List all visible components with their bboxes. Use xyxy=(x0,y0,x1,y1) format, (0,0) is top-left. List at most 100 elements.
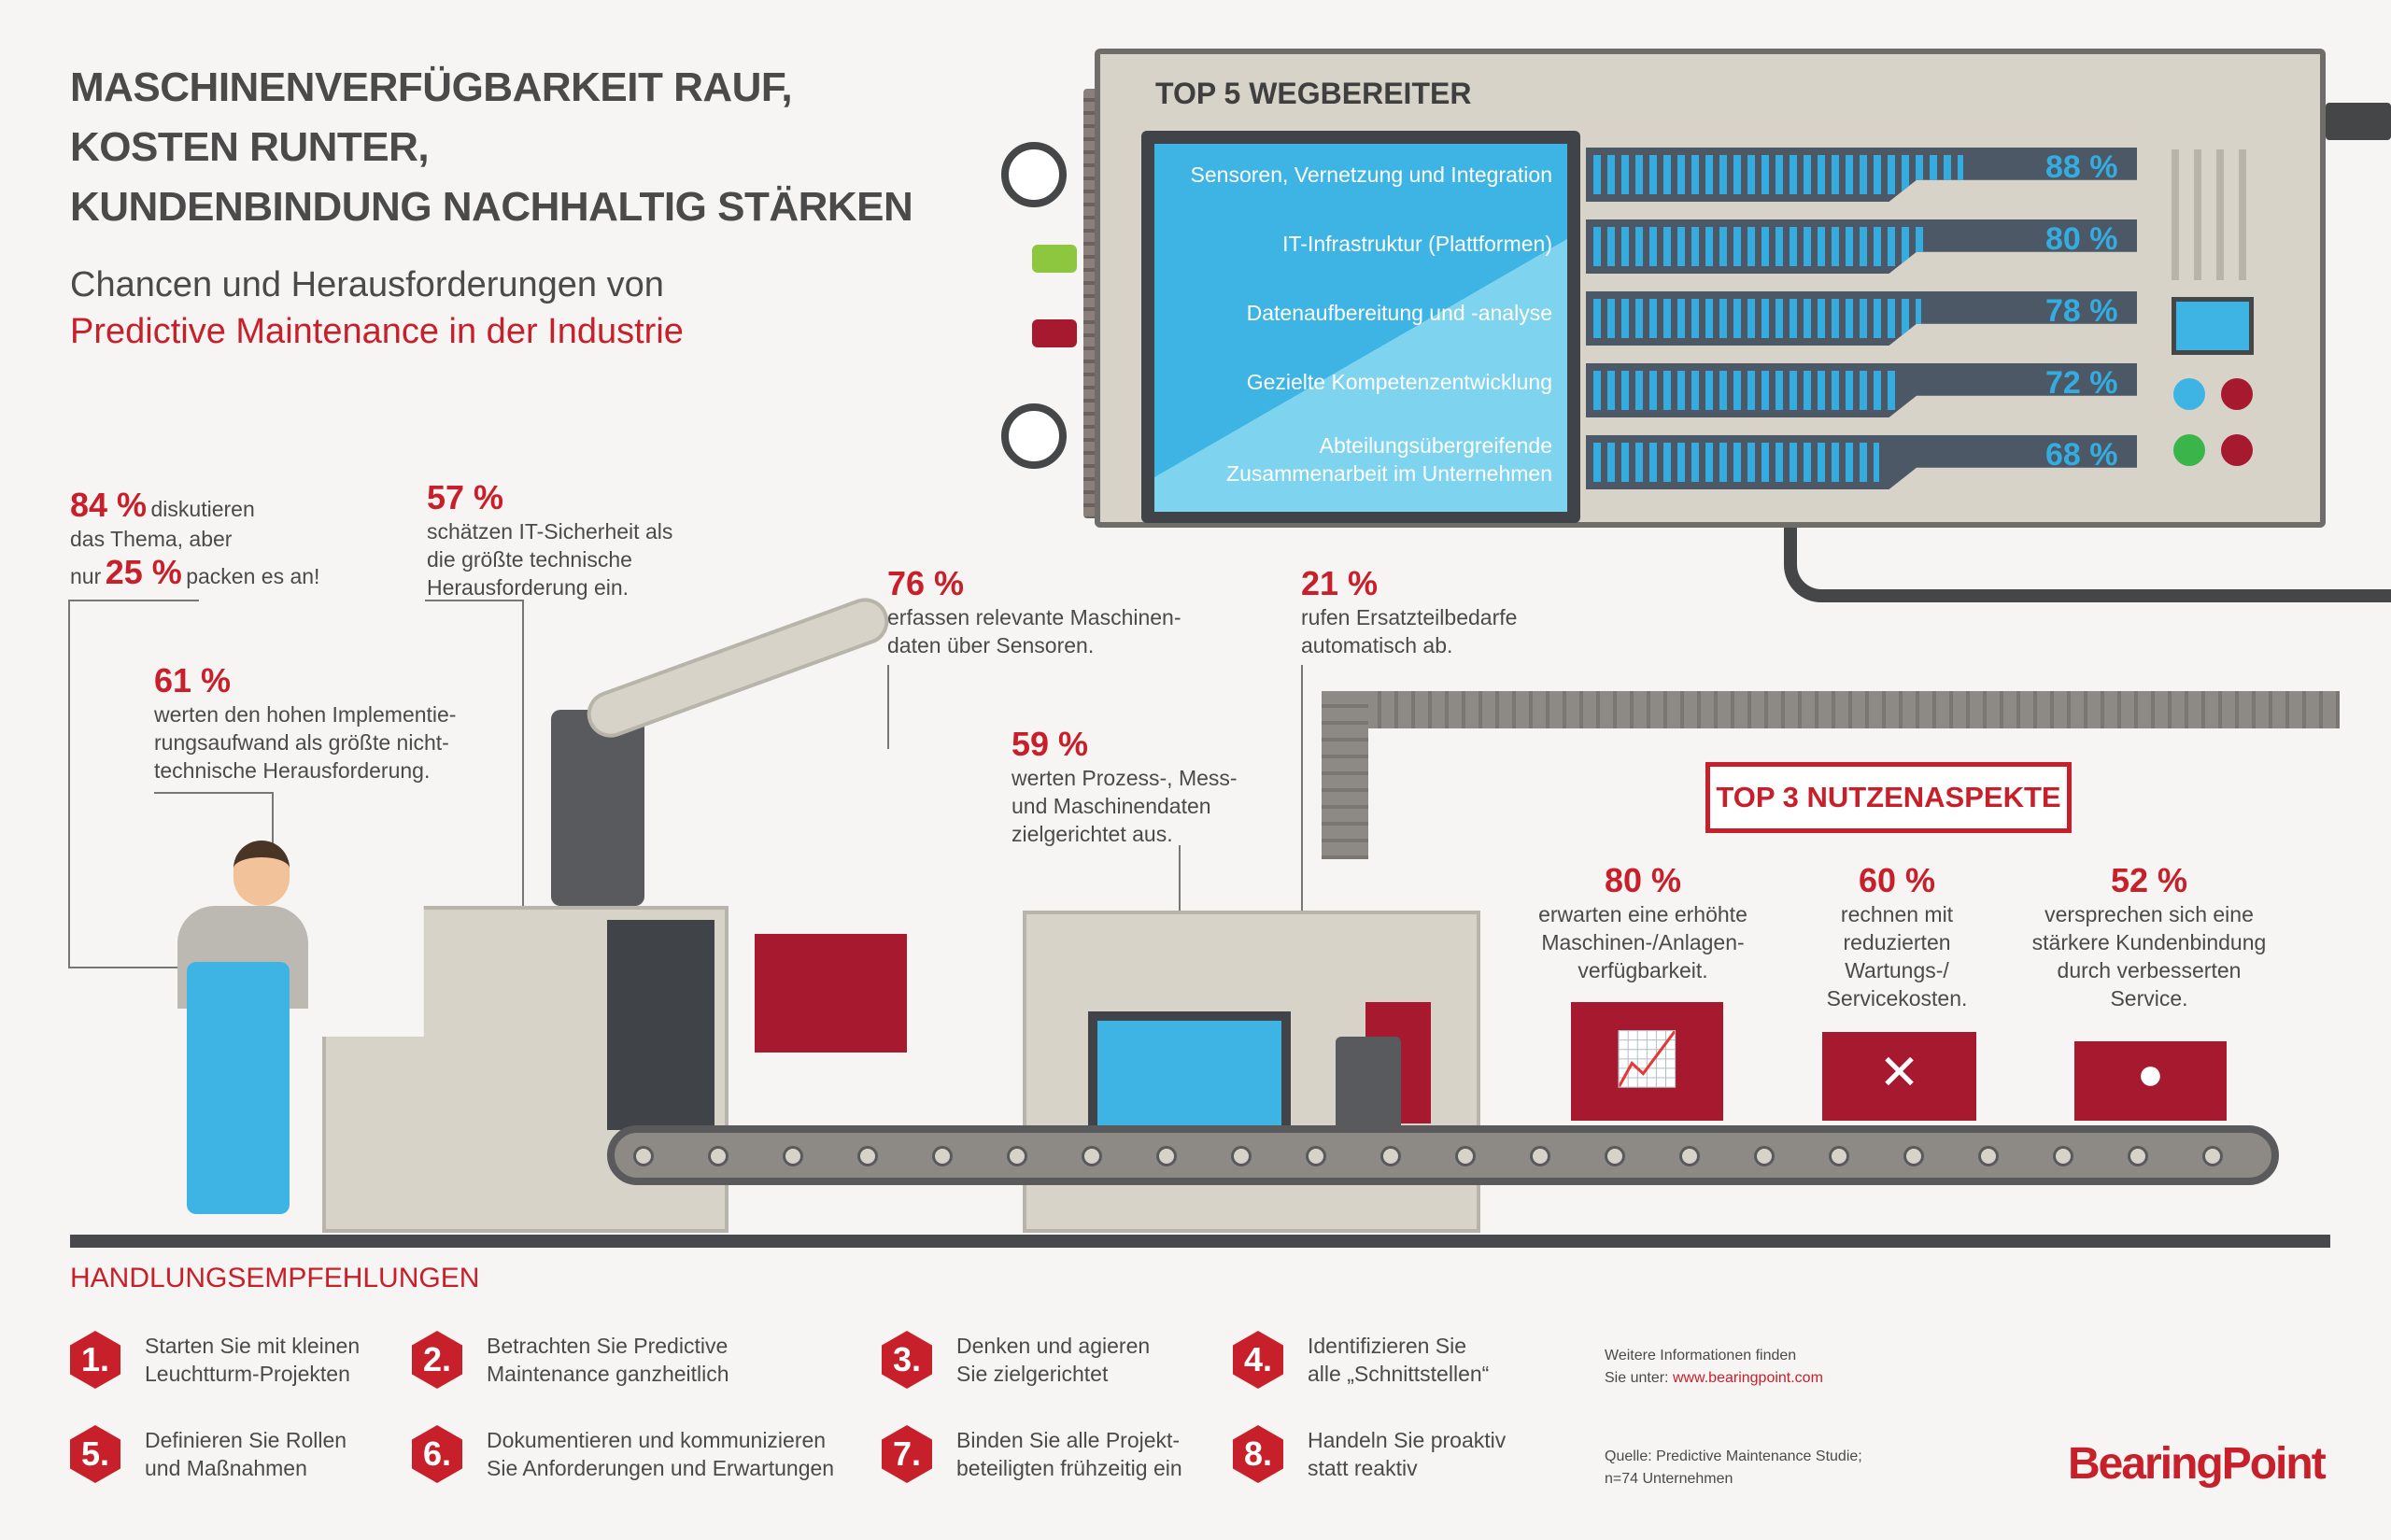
driver-label: Datenaufbereitung und -analyse xyxy=(1246,301,1552,325)
line: Identifizieren Sie xyxy=(1308,1334,1467,1358)
stat-84: 84 % diskutieren das Thema, aber nur 25 … xyxy=(70,486,369,592)
red-button-icon xyxy=(2221,434,2253,466)
benefit-2: 60 % rechnen mit reduzierten Wartungs-/ … xyxy=(1794,861,2000,1012)
recommendation-item: 7. Binden Sie alle Projekt-beteiligten fr… xyxy=(882,1425,1182,1483)
leader-line xyxy=(68,600,199,968)
person-icon: ● xyxy=(2137,1050,2164,1099)
recommendation-item: 4. Identifizieren Sie alle „Schnittstellen… xyxy=(1233,1331,1489,1389)
line: Definieren Sie Rollen xyxy=(145,1428,347,1452)
bar-track xyxy=(1586,219,2137,274)
driver-label: IT-Infrastruktur (Plattformen) xyxy=(1282,232,1552,256)
recommendation-item: 8. Handeln Sie proaktiv statt reaktiv xyxy=(1233,1425,1506,1483)
stat-57: 57 % schätzen IT-Sicherheit als die größ… xyxy=(427,478,698,601)
info-line: Weitere Informationen finden xyxy=(1605,1348,1797,1363)
number-badge: 1. xyxy=(70,1331,120,1389)
roller xyxy=(2128,1146,2148,1166)
roller xyxy=(1530,1146,1550,1166)
bar-fill xyxy=(1593,299,1921,338)
line: Leuchtturm-Projekten xyxy=(145,1362,350,1386)
line: Denken und agieren xyxy=(956,1334,1151,1358)
roller xyxy=(1156,1146,1177,1166)
recommendation-text: Definieren Sie Rollen und Maßnahmen xyxy=(145,1426,347,1482)
stat-text: werten den hohen Implementie-rungsaufwan… xyxy=(154,702,457,783)
top3-title: TOP 3 NUTZENASPEKTE xyxy=(1705,762,2072,833)
gauge-icon xyxy=(1001,403,1067,469)
info-line: Sie unter: xyxy=(1605,1370,1669,1386)
benefit-3: 52 % versprechen sich eine stärkere Kund… xyxy=(2018,861,2280,1012)
recommendation-item: 1. Starten Sie mit kleinen Leuchtturm-Proj… xyxy=(70,1331,360,1389)
benefit-text: rechnen mit reduzierten Wartungs-/ Servi… xyxy=(1826,902,1968,1010)
stat-21: 21 % rufen Ersatzteilbedarfe automatisch… xyxy=(1301,564,1563,659)
recommendation-text: Handeln Sie proaktiv statt reaktiv xyxy=(1308,1426,1506,1482)
roller xyxy=(633,1146,654,1166)
worker-illustration xyxy=(168,841,336,1233)
line: Maintenance ganzheitlich xyxy=(487,1362,729,1386)
bar-value: 68 % xyxy=(2045,437,2118,473)
number-badge: 8. xyxy=(1233,1425,1283,1483)
stat-76: 76 % erfassen relevante Maschinen-daten … xyxy=(887,564,1205,659)
roller xyxy=(1082,1146,1102,1166)
number-badge: 3. xyxy=(882,1331,932,1389)
red-valve-icon xyxy=(1032,319,1077,347)
robot-arm xyxy=(580,591,896,744)
bar-fill xyxy=(1593,227,1930,266)
bearingpoint-logo: BearingPoint xyxy=(2068,1439,2327,1489)
info-text: Weitere Informationen finden Sie unter: … xyxy=(1605,1345,1823,1390)
bar-value: 72 % xyxy=(2045,365,2118,401)
stat-number: 59 % xyxy=(1012,725,1089,763)
machine-opening xyxy=(607,920,714,1130)
stat-number: 84 % xyxy=(70,486,148,524)
line: Binden Sie alle Projekt- xyxy=(956,1428,1181,1452)
benefit-number: 80 % xyxy=(1604,861,1682,899)
stat-61: 61 % werten den hohen Implementie-rungsa… xyxy=(154,661,490,784)
source-line: Quelle: Predictive Maintenance Studie; xyxy=(1605,1448,1862,1464)
stat-text: werten Prozess-, Mess- und Maschinendate… xyxy=(1012,766,1238,846)
stat-59: 59 % werten Prozess-, Mess- und Maschine… xyxy=(1012,725,1254,848)
recommendation-text: Betrachten Sie Predictive Maintenance gan… xyxy=(487,1332,729,1388)
stat-number: 61 % xyxy=(154,661,232,699)
leader-line xyxy=(154,792,274,885)
red-button-icon xyxy=(2221,378,2253,410)
roller xyxy=(1007,1146,1027,1166)
bar-value: 80 % xyxy=(2045,221,2118,257)
line: Sie zielgerichtet xyxy=(956,1362,1109,1386)
roller xyxy=(1380,1146,1401,1166)
roller xyxy=(1455,1146,1476,1166)
pipe-down xyxy=(1322,691,1368,859)
benefit-text: versprechen sich eine stärkere Kundenbin… xyxy=(2031,902,2267,1010)
bar-value: 78 % xyxy=(2045,293,2118,329)
box-person: ● xyxy=(2074,1041,2227,1121)
cable xyxy=(1784,528,2391,602)
recommendation-text: Denken und agieren Sie zielgerichtet xyxy=(956,1332,1150,1388)
chart-icon: 📈 xyxy=(1614,1029,1680,1088)
line: statt reaktiv xyxy=(1308,1456,1418,1480)
tools-icon: ✕ xyxy=(1878,1046,1920,1100)
subtitle-line: Chancen und Herausforderungen von xyxy=(70,265,664,304)
leader-line xyxy=(425,600,524,908)
top5-screen: Sensoren, Vernetzung und Integration IT-… xyxy=(1154,144,1567,512)
stat-number: 76 % xyxy=(887,564,965,602)
top5-title: TOP 5 WEGBEREITER xyxy=(1155,77,1472,110)
roller xyxy=(1605,1146,1625,1166)
stat-text: diskutieren xyxy=(150,497,255,521)
driver-label: Abteilungsübergreifende Zusammenarbeit i… xyxy=(1226,433,1552,486)
roller xyxy=(2053,1146,2073,1166)
floor xyxy=(70,1235,2330,1248)
green-valve-icon xyxy=(1032,245,1077,273)
subtitle-highlight: Predictive Maintenance in der Industrie xyxy=(70,312,684,351)
title-line: KOSTEN RUNTER, xyxy=(70,124,430,170)
bar-fill xyxy=(1593,443,1879,482)
recommendation-text: Identifizieren Sie alle „Schnittstellen“ xyxy=(1308,1332,1489,1388)
recommendation-item: 5. Definieren Sie Rollen und Maßnahmen xyxy=(70,1425,347,1483)
website-link[interactable]: www.bearingpoint.com xyxy=(1672,1370,1823,1386)
gauge-icon xyxy=(1001,142,1067,207)
stat-text: nur xyxy=(70,564,102,588)
stat-text: rufen Ersatzteilbedarfe automatisch ab. xyxy=(1301,605,1518,657)
stat-number: 57 % xyxy=(427,478,504,516)
benefit-number: 52 % xyxy=(2110,861,2188,899)
driver-label: Gezielte Kompetenzentwicklung xyxy=(1246,370,1552,394)
subtitle: Chancen und Herausforderungen von Predic… xyxy=(70,261,684,355)
driver-label: Sensoren, Vernetzung und Integration xyxy=(1190,162,1552,187)
recommendation-text: Dokumentieren und kommunizieren Sie Anfor… xyxy=(487,1426,834,1482)
title-line: KUNDENBINDUNG NACHHALTIG STÄRKEN xyxy=(70,184,913,230)
